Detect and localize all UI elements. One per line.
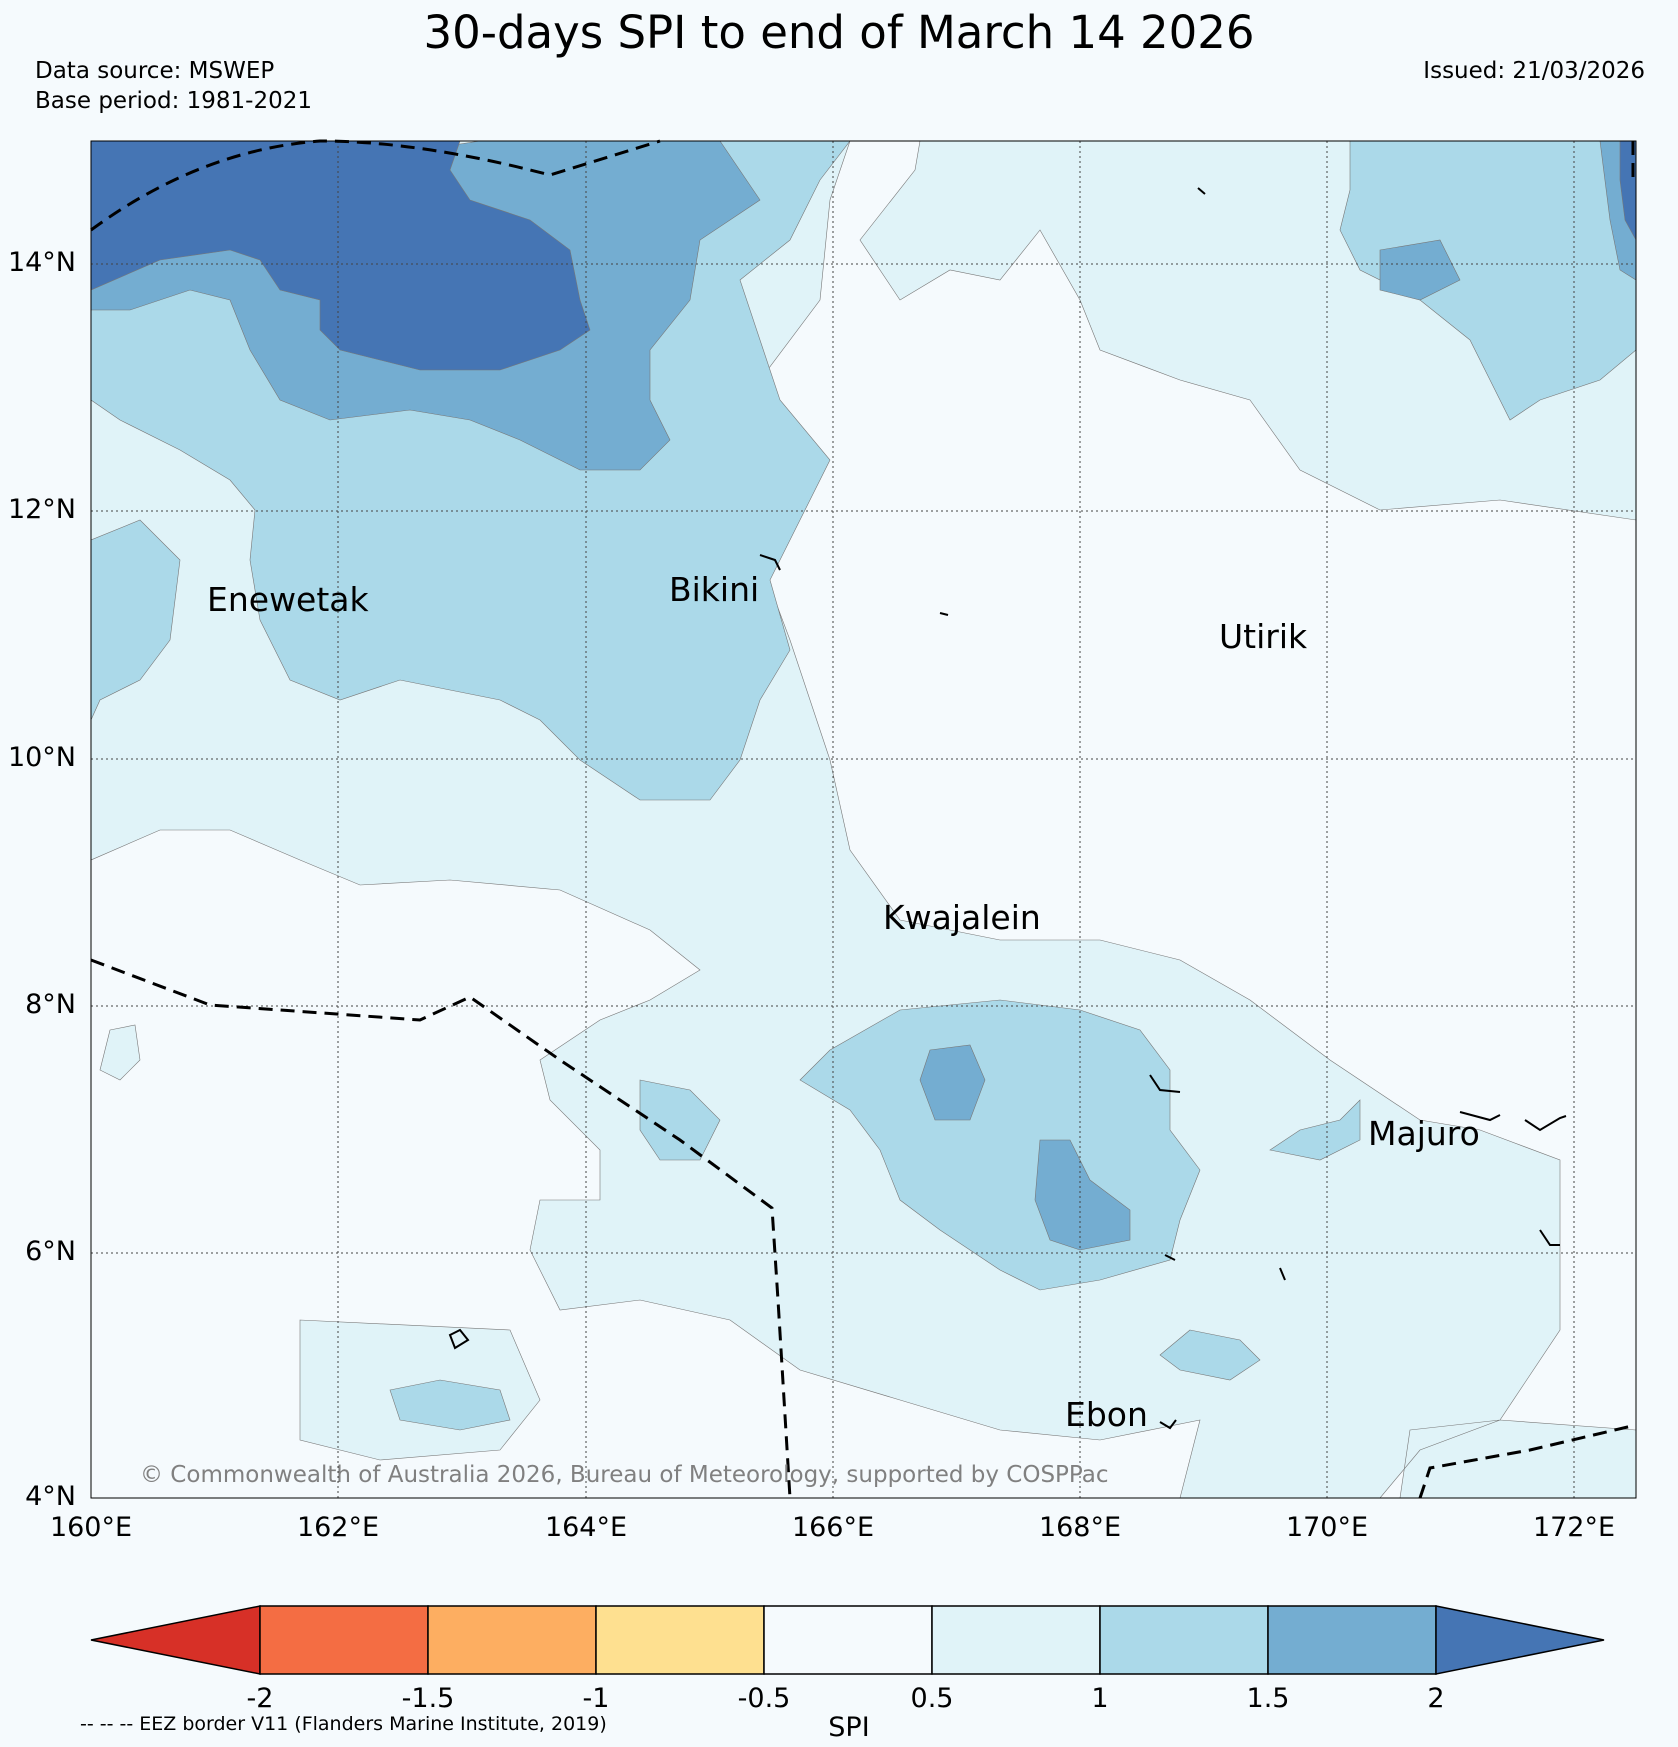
colorbar-extend-low <box>90 1605 261 1675</box>
colorbar <box>90 1605 1605 1675</box>
place-label-majuro: Majuro <box>1368 1114 1480 1153</box>
place-label-kwajalein: Kwajalein <box>883 898 1041 937</box>
lon-label-160e: 160°E <box>49 1512 133 1543</box>
lat-label-6n: 6°N <box>25 1236 76 1267</box>
lon-label-164e: 164°E <box>544 1512 628 1543</box>
spi-band-1.5-2 <box>91 141 1636 1251</box>
graticule <box>91 141 1636 1498</box>
lat-label-4n: 4°N <box>25 1481 76 1512</box>
colorbar-tick: 2 <box>1427 1683 1445 1714</box>
colorbar-segment-2 <box>427 1605 597 1675</box>
place-label-ebon: Ebon <box>1065 1395 1148 1434</box>
colorbar-tick: -1.5 <box>401 1683 455 1714</box>
lon-label-168e: 168°E <box>1038 1512 1122 1543</box>
colorbar-segment-5 <box>931 1605 1101 1675</box>
colorbar-tick: 1 <box>1091 1683 1109 1714</box>
colorbar-tick: -0.5 <box>737 1683 791 1714</box>
colorbar-segment-6 <box>1099 1605 1269 1675</box>
colorbar-tick: 0.5 <box>910 1683 954 1714</box>
lon-label-162e: 162°E <box>296 1512 380 1543</box>
coastlines <box>448 187 1567 1430</box>
issued-date-label: Issued: 21/03/2026 <box>1423 58 1645 84</box>
spi-fill-layer <box>91 141 1636 1498</box>
colorbar-segment-4 <box>763 1605 933 1675</box>
colorbar-segment-3 <box>595 1605 765 1675</box>
colorbar-tick: -1 <box>582 1683 610 1714</box>
spi-band-1-1.5 <box>91 141 1636 1431</box>
colorbar-extend-high <box>1435 1605 1605 1675</box>
lat-label-8n: 8°N <box>25 989 76 1020</box>
lat-label-14n: 14°N <box>7 247 76 278</box>
lon-label-170e: 170°E <box>1285 1512 1369 1543</box>
eez-border-note: -- -- -- EEZ border V11 (Flanders Marine… <box>80 1713 607 1735</box>
colorbar-segment-1 <box>259 1605 429 1675</box>
place-label-utirik: Utirik <box>1219 617 1308 656</box>
lon-label-166e: 166°E <box>791 1512 875 1543</box>
colorbar-tick: 1.5 <box>1246 1683 1290 1714</box>
map-title: 30-days SPI to end of March 14 2026 <box>423 6 1255 59</box>
colorbar-tick: -2 <box>246 1683 274 1714</box>
colorbar-segment-7 <box>1267 1605 1437 1675</box>
data-source-label: Data source: MSWEP <box>35 58 275 84</box>
spi-band-above-2 <box>91 141 1636 371</box>
map-frame <box>90 140 1637 1499</box>
copyright-notice: © Commonwealth of Australia 2026, Bureau… <box>140 1462 1109 1488</box>
lat-label-10n: 10°N <box>7 742 76 773</box>
lat-label-12n: 12°N <box>7 494 76 525</box>
place-label-bikini: Bikini <box>669 570 760 609</box>
place-label-enewetak: Enewetak <box>207 580 369 619</box>
lon-label-172e: 172°E <box>1532 1512 1616 1543</box>
colorbar-title: SPI <box>828 1712 870 1743</box>
base-period-label: Base period: 1981-2021 <box>35 88 313 114</box>
